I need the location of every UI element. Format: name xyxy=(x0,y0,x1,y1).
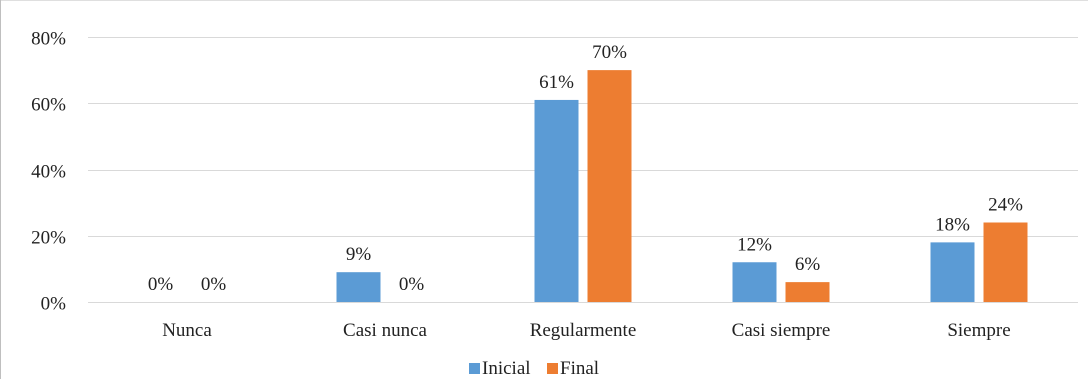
category-label: Casi siempre xyxy=(732,320,831,341)
data-label-final-2: 70% xyxy=(592,42,627,63)
data-label-final-0: 0% xyxy=(201,274,227,295)
y-axis-tick-labels: 0% 20% 40% 60% 80% xyxy=(31,29,66,315)
bar-final-2 xyxy=(587,70,632,302)
bar-final-4 xyxy=(983,222,1028,302)
legend-label-final: Final xyxy=(560,358,599,379)
category-label: Nunca xyxy=(162,320,212,341)
data-label-final-4: 24% xyxy=(988,195,1023,216)
category-label: Regularmente xyxy=(530,320,637,341)
x-axis-category-labels: Nunca Casi nunca Regularmente Casi siempre S… xyxy=(162,320,1010,341)
bar-inicial-3 xyxy=(732,262,777,302)
gridlines xyxy=(88,37,1078,303)
data-label-inicial-2: 61% xyxy=(539,72,574,93)
bar-final-3 xyxy=(785,282,830,302)
data-label-inicial-4: 18% xyxy=(935,214,970,235)
data-label-final-3: 6% xyxy=(795,254,821,275)
legend: Inicial Final xyxy=(469,358,599,379)
bars xyxy=(336,70,1028,302)
category-label: Casi nunca xyxy=(343,320,427,341)
bar-inicial-1 xyxy=(336,272,381,302)
category-label: Siempre xyxy=(947,320,1010,341)
legend-label-inicial: Inicial xyxy=(482,358,531,379)
bar-inicial-4 xyxy=(930,242,975,302)
bar-inicial-2 xyxy=(534,99,579,302)
data-label-inicial-0: 0% xyxy=(148,274,174,295)
legend-swatch-inicial xyxy=(469,363,480,374)
y-tick-label: 0% xyxy=(41,294,67,315)
data-label-inicial-1: 9% xyxy=(346,244,372,265)
y-tick-label: 60% xyxy=(31,95,66,116)
y-tick-label: 20% xyxy=(31,228,66,249)
data-label-inicial-3: 12% xyxy=(737,234,772,255)
data-labels: 0% 0% 9% 0% 61% 70% 12% 6% 18% 24% xyxy=(148,42,1023,295)
legend-swatch-final xyxy=(547,363,558,374)
y-tick-label: 40% xyxy=(31,162,66,183)
data-label-final-1: 0% xyxy=(399,274,425,295)
y-tick-label: 80% xyxy=(31,29,66,50)
